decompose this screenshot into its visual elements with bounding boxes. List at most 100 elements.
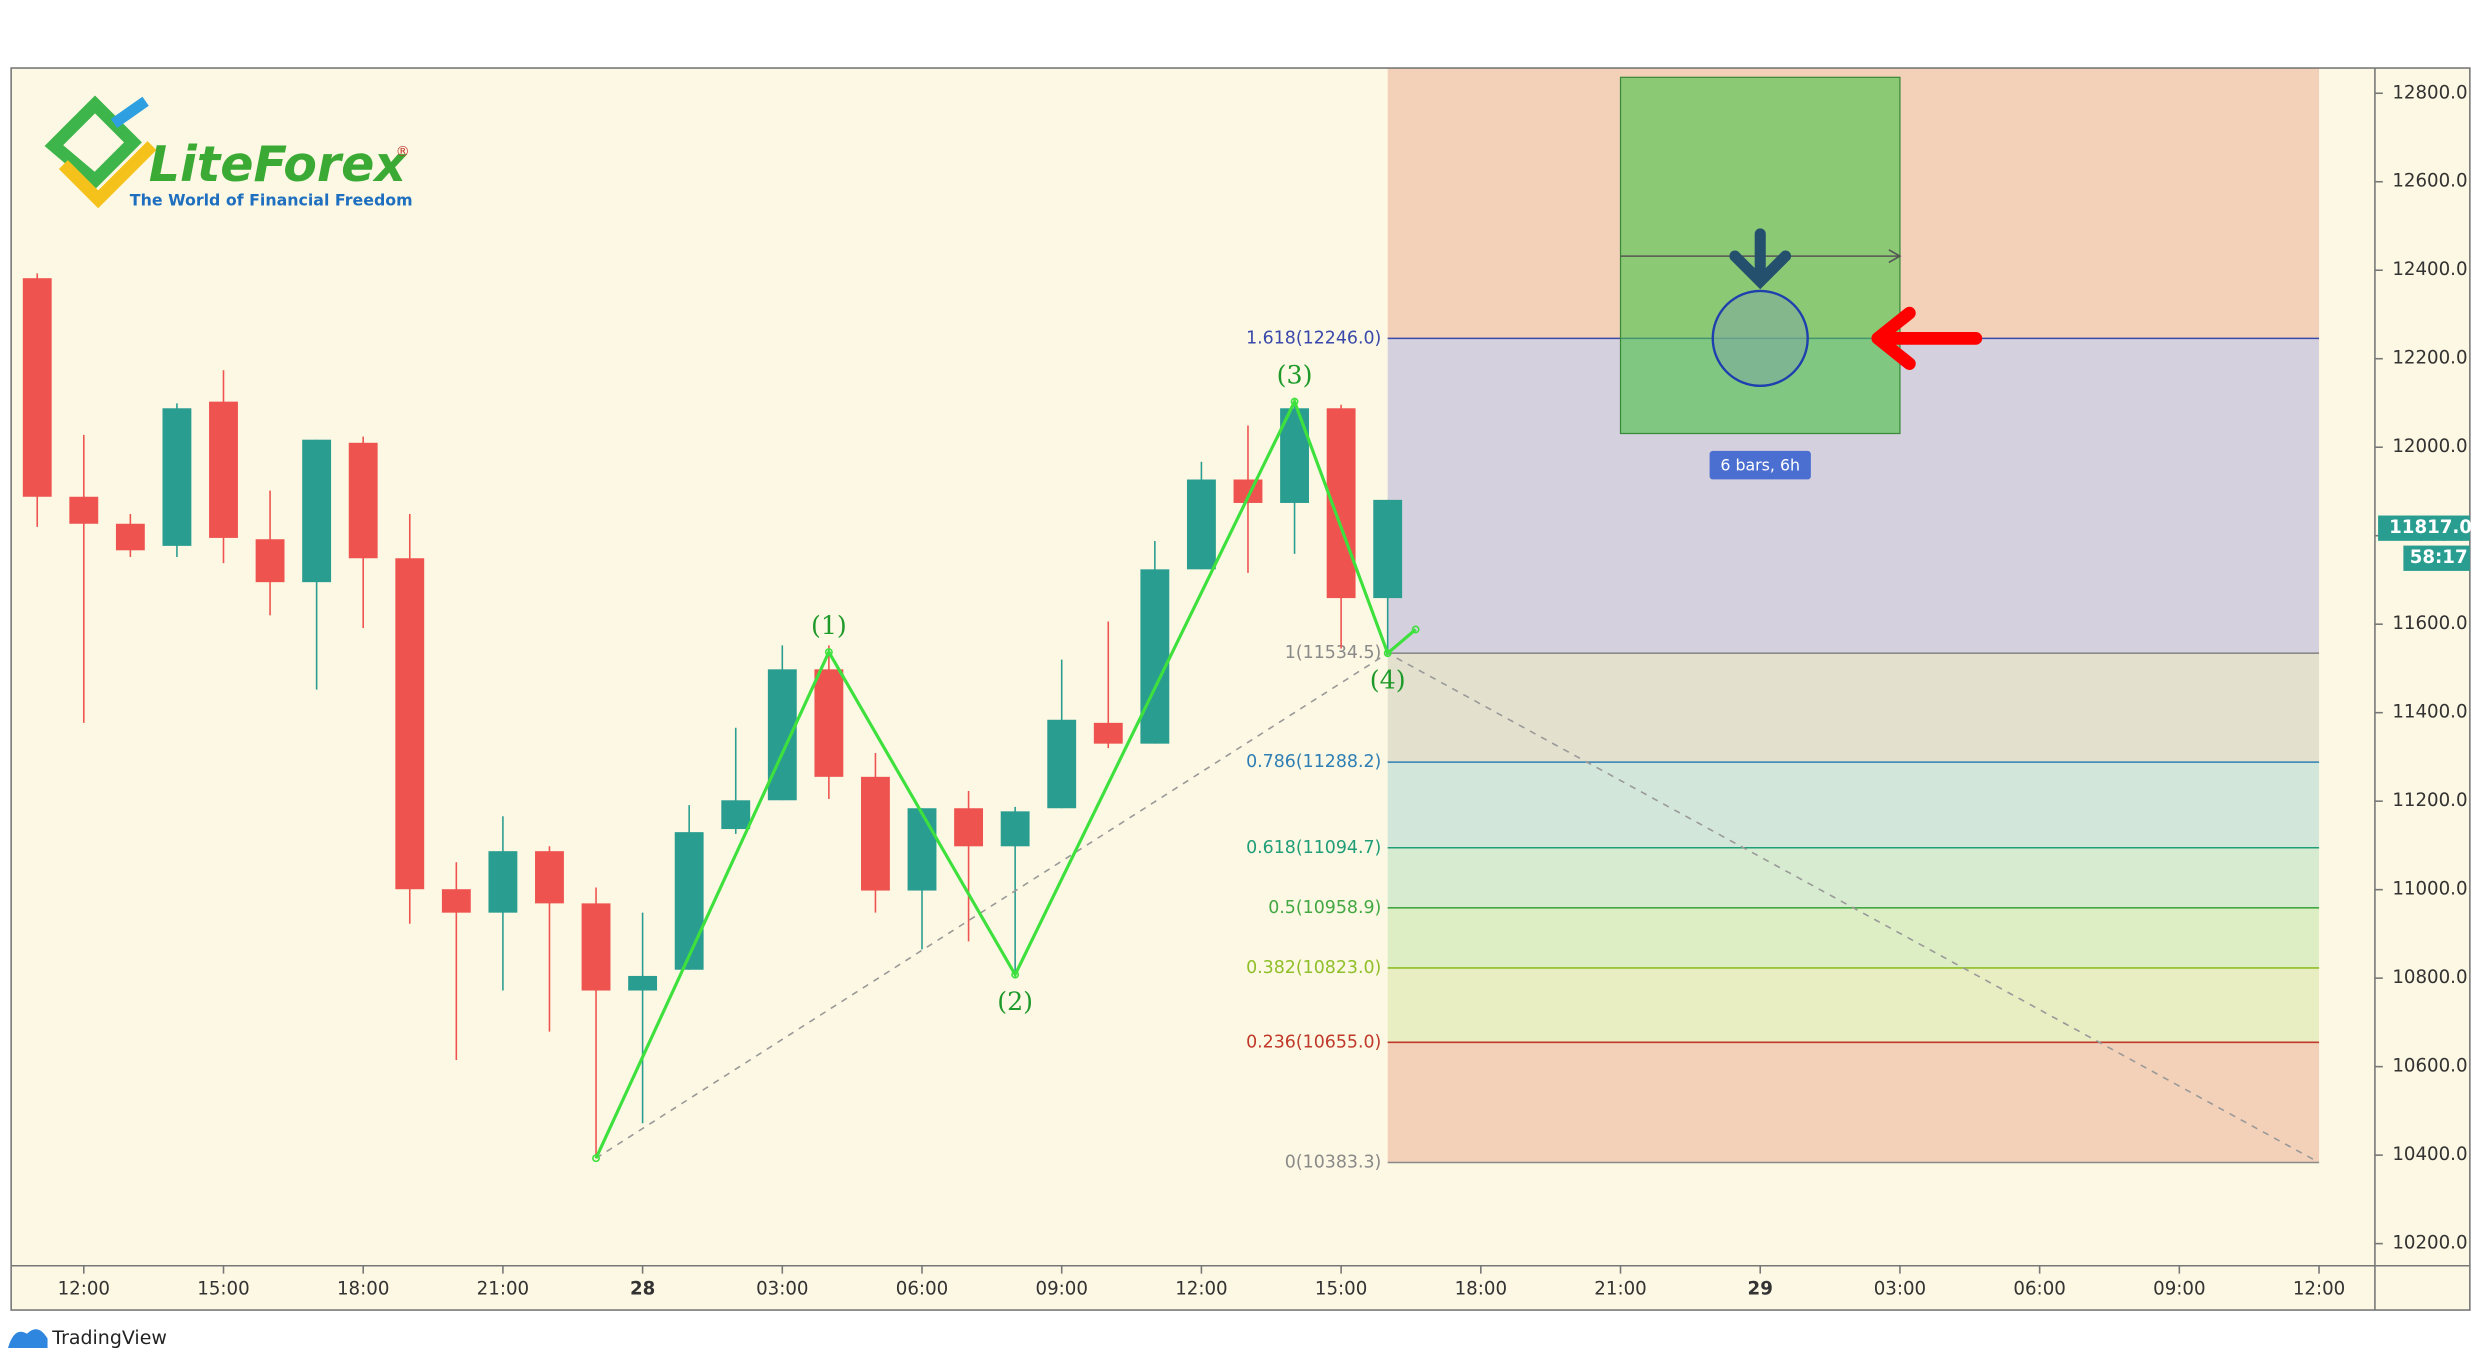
x-tick-label: 06:00: [896, 1278, 948, 1299]
x-tick-label: 18:00: [1455, 1278, 1507, 1299]
date-range-arrowhead: [1888, 249, 1902, 264]
x-tick-label: 28: [630, 1278, 655, 1299]
candle-body: [441, 889, 471, 913]
candle-body: [348, 442, 378, 559]
down-arrow: [1729, 228, 1792, 290]
watermark: TradingView: [7, 1327, 167, 1349]
fib-band: [1387, 907, 2320, 968]
candle-body: [1000, 811, 1030, 847]
x-tick-label: 09:00: [1036, 1278, 1088, 1299]
watermark-text: TradingView: [51, 1327, 167, 1349]
logo-registered: ®: [396, 144, 410, 160]
wave-point: [1011, 970, 1020, 979]
wave-label: (4): [1370, 666, 1406, 695]
fib-level-label: 0.618(11094.7): [1246, 838, 1381, 858]
x-tick-label: 18:00: [337, 1278, 389, 1299]
logo-name: LiteForex: [149, 135, 408, 193]
candle-body: [814, 669, 844, 777]
candle-body: [22, 278, 52, 497]
candle-body: [721, 800, 751, 830]
fib-level-label: 0.786(11288.2): [1246, 752, 1381, 772]
plot-border: [10, 67, 2471, 1311]
logo-mark: [110, 96, 149, 128]
logo-mark: [58, 141, 157, 209]
fib-bands: 0(10383.3) 0.236(10655.0) 0.382(10823.0) 0.…: [1246, 68, 2320, 1173]
candle-body: [395, 558, 425, 890]
x-tick-label: 29: [1748, 1278, 1773, 1299]
candle-body: [628, 975, 658, 991]
last-price-label: 11817.0: [2389, 517, 2472, 538]
x-tick-label: 09:00: [2153, 1278, 2205, 1299]
candle-body: [581, 903, 611, 991]
candle-body: [1093, 722, 1123, 744]
y-tick-label: 10400.0: [2392, 1144, 2467, 1165]
candle-body: [115, 523, 145, 551]
x-tick-label: 15:00: [1315, 1278, 1367, 1299]
wave-point: [824, 648, 833, 657]
x-tick-label: 15:00: [197, 1278, 249, 1299]
x-tick-label: 12:00: [1175, 1278, 1227, 1299]
wave-point: [1290, 397, 1299, 406]
candle-body: [255, 539, 285, 583]
x-tick-label: 21:00: [1594, 1278, 1646, 1299]
x-tick-label: 12:00: [58, 1278, 110, 1299]
y-tick-label: 10600.0: [2392, 1056, 2467, 1077]
fib-level-label: 0.236(10655.0): [1246, 1032, 1381, 1052]
countdown-label: 58:17: [2410, 547, 2468, 568]
fib-band: [1387, 967, 2320, 1043]
wave-label: (1): [811, 611, 847, 640]
wave-point: [592, 1154, 600, 1163]
candle-body: [69, 496, 99, 524]
candle-body: [674, 832, 704, 970]
fib-level-label: 0.5(10958.9): [1268, 898, 1381, 918]
wave-label: (2): [997, 987, 1033, 1016]
x-tick-label: 12:00: [2293, 1278, 2345, 1299]
plot-layer: 6 bars, 6h: [22, 76, 1983, 1159]
last-price-box: [2378, 515, 2470, 541]
y-tick-label: 11200.0: [2392, 790, 2467, 811]
candle-body: [302, 439, 332, 583]
y-tick-label: 12800.0: [2392, 82, 2467, 103]
candle-body: [488, 851, 518, 913]
x-tick-label: 03:00: [1874, 1278, 1926, 1299]
candle-body: [209, 401, 238, 538]
fib-band: [1387, 1042, 2320, 1163]
wave-line: [594, 397, 1417, 1159]
countdown-box: [2403, 545, 2470, 571]
y-tick-label: 12200.0: [2392, 348, 2467, 369]
logo-mark: [44, 95, 142, 189]
date-range-label: 6 bars, 6h: [1720, 455, 1800, 474]
x-tick-label: 06:00: [2013, 1278, 2065, 1299]
candle-body: [162, 408, 192, 546]
target-circle: [1711, 289, 1809, 388]
y-tick-label: 12600.0: [2392, 171, 2467, 192]
x-tick-label: 03:00: [756, 1278, 808, 1299]
y-tick-label: 10800.0: [2392, 967, 2467, 988]
watermark-icon: [7, 1329, 48, 1349]
candle-body: [954, 808, 984, 847]
y-tick-label: 11400.0: [2392, 702, 2467, 723]
logo-tagline: The World of Financial Freedom: [130, 190, 413, 209]
candle-body: [1186, 479, 1216, 570]
wave-label: (3): [1277, 360, 1313, 389]
y-tick-label: 11000.0: [2392, 879, 2467, 900]
y-tick-label: 11600.0: [2392, 613, 2467, 634]
candle-body: [861, 776, 890, 891]
logo: LiteForex ® The World of Financial Freed…: [44, 95, 413, 209]
x-tick-label: 21:00: [477, 1278, 529, 1299]
fib-band: [1387, 653, 2320, 763]
candle-body: [535, 851, 564, 904]
fib-band: [1387, 847, 2320, 908]
candle-body: [1373, 499, 1403, 599]
fib-level-label: 1(11534.5): [1285, 643, 1382, 663]
overlay-layer: (1) (2) (3) (4) 10200.0 10400.0 10600.0 10800.0…: [10, 67, 2472, 1311]
fib-level-label: 1.618(12246.0): [1246, 328, 1381, 348]
date-range-label-box: [1709, 450, 1811, 480]
candle-body: [1140, 569, 1170, 744]
fib-band: [1387, 762, 2320, 848]
fib-level-label: 0(10383.3): [1285, 1153, 1382, 1173]
candle-body: [1047, 719, 1077, 809]
y-tick-label: 12400.0: [2392, 259, 2467, 280]
